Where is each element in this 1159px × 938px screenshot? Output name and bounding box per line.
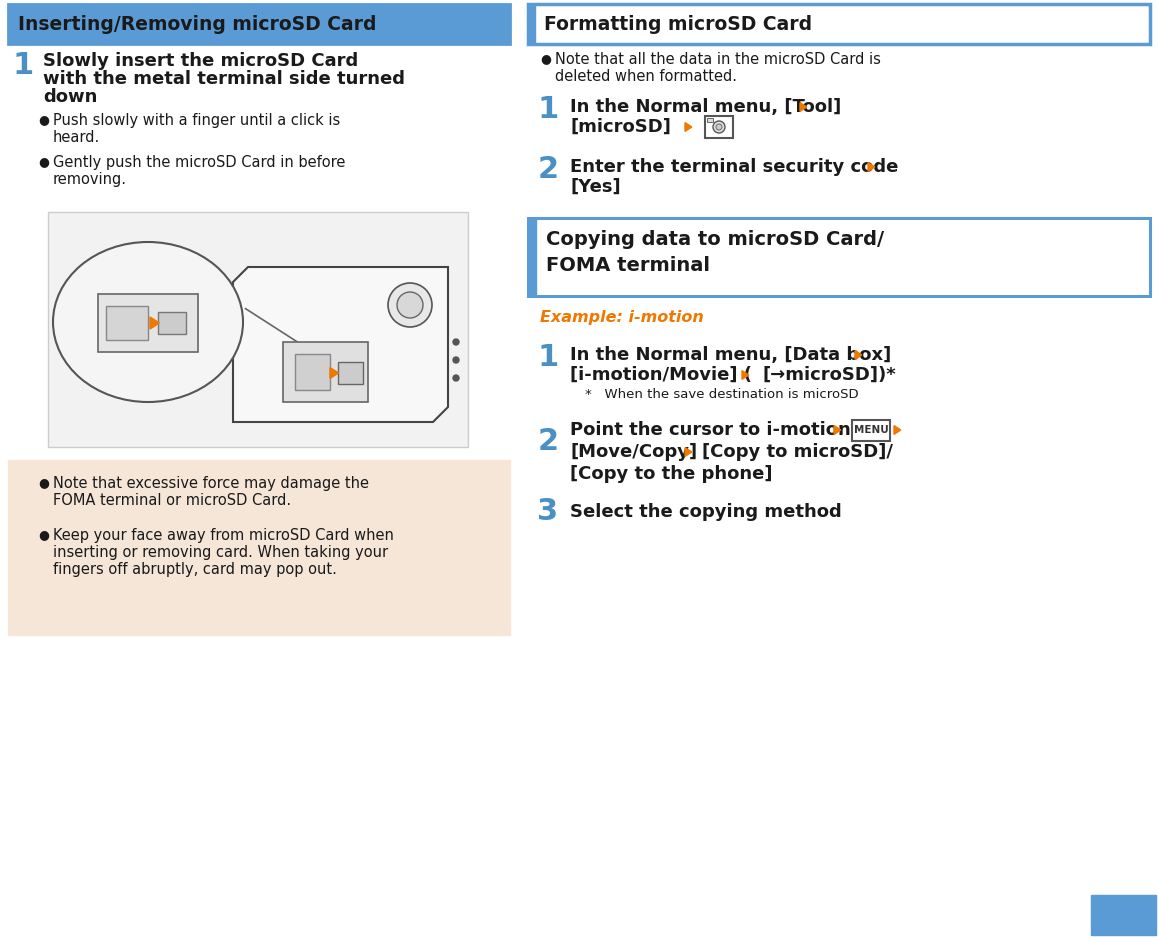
FancyBboxPatch shape xyxy=(529,218,535,296)
Circle shape xyxy=(713,121,726,133)
FancyBboxPatch shape xyxy=(529,218,1150,296)
Polygon shape xyxy=(855,351,862,359)
Text: [Copy to the phone]: [Copy to the phone] xyxy=(570,465,773,483)
Text: Push slowly with a finger until a click is: Push slowly with a finger until a click … xyxy=(53,113,341,128)
Text: deleted when formatted.: deleted when formatted. xyxy=(555,69,737,84)
Text: removing.: removing. xyxy=(53,172,127,187)
Text: 1: 1 xyxy=(538,343,559,372)
Text: Note that excessive force may damage the: Note that excessive force may damage the xyxy=(53,476,369,491)
FancyBboxPatch shape xyxy=(158,312,185,334)
FancyBboxPatch shape xyxy=(338,362,363,384)
Text: ●: ● xyxy=(38,528,49,541)
Circle shape xyxy=(388,283,432,327)
FancyBboxPatch shape xyxy=(529,4,535,44)
Text: Inserting/Removing microSD Card: Inserting/Removing microSD Card xyxy=(19,14,377,34)
FancyBboxPatch shape xyxy=(99,294,198,352)
Polygon shape xyxy=(742,371,749,379)
FancyBboxPatch shape xyxy=(105,306,148,340)
FancyBboxPatch shape xyxy=(707,118,713,122)
Text: 1: 1 xyxy=(538,96,559,125)
Text: In the Normal menu, [Data box]: In the Normal menu, [Data box] xyxy=(570,346,891,364)
Text: In the Normal menu, [Tool]: In the Normal menu, [Tool] xyxy=(570,98,841,116)
Polygon shape xyxy=(685,123,692,131)
Text: FOMA terminal or microSD Card.: FOMA terminal or microSD Card. xyxy=(53,493,291,508)
Polygon shape xyxy=(330,368,338,379)
FancyBboxPatch shape xyxy=(283,342,369,402)
FancyBboxPatch shape xyxy=(705,116,732,138)
FancyBboxPatch shape xyxy=(296,354,330,390)
Text: MENU: MENU xyxy=(854,425,889,435)
Text: Enter the terminal security code: Enter the terminal security code xyxy=(570,158,898,176)
FancyBboxPatch shape xyxy=(8,4,510,44)
Polygon shape xyxy=(834,426,840,434)
Text: Keep your face away from microSD Card when: Keep your face away from microSD Card wh… xyxy=(53,528,394,543)
Text: 2: 2 xyxy=(538,427,559,456)
Text: ●: ● xyxy=(38,155,49,168)
Polygon shape xyxy=(800,102,807,112)
FancyBboxPatch shape xyxy=(529,4,1150,44)
Ellipse shape xyxy=(53,242,243,402)
Text: [→microSD])*: [→microSD])* xyxy=(761,366,896,384)
Text: [Copy to microSD]/: [Copy to microSD]/ xyxy=(702,443,892,461)
FancyBboxPatch shape xyxy=(48,212,468,447)
Text: *   When the save destination is microSD: * When the save destination is microSD xyxy=(585,388,859,401)
Polygon shape xyxy=(868,162,875,172)
Text: Formatting microSD Card: Formatting microSD Card xyxy=(544,14,812,34)
FancyBboxPatch shape xyxy=(8,460,510,635)
Text: 2: 2 xyxy=(538,156,559,185)
Text: 1: 1 xyxy=(13,51,34,80)
Circle shape xyxy=(453,375,459,381)
Text: FOMA terminal: FOMA terminal xyxy=(546,256,710,275)
Circle shape xyxy=(398,292,423,318)
Text: [i-motion/Movie] (: [i-motion/Movie] ( xyxy=(570,366,752,384)
Polygon shape xyxy=(233,267,449,422)
Text: heard.: heard. xyxy=(53,130,100,145)
Text: Slowly insert the microSD Card: Slowly insert the microSD Card xyxy=(43,52,358,70)
FancyBboxPatch shape xyxy=(852,420,890,441)
Text: fingers off abruptly, card may pop out.: fingers off abruptly, card may pop out. xyxy=(53,562,337,577)
Text: [Move/Copy]: [Move/Copy] xyxy=(570,443,697,461)
Polygon shape xyxy=(150,317,159,329)
Text: ●: ● xyxy=(38,113,49,126)
Text: Select the copying method: Select the copying method xyxy=(570,503,841,521)
Text: [Yes]: [Yes] xyxy=(570,178,620,196)
Text: ●: ● xyxy=(540,52,551,65)
Text: down: down xyxy=(43,88,97,106)
Polygon shape xyxy=(894,426,901,434)
Text: with the metal terminal side turned: with the metal terminal side turned xyxy=(43,70,404,88)
Text: Copying data to microSD Card/: Copying data to microSD Card/ xyxy=(546,230,884,249)
FancyBboxPatch shape xyxy=(1091,895,1156,935)
Text: 3: 3 xyxy=(538,496,559,525)
Text: Point the cursor to i-motion: Point the cursor to i-motion xyxy=(570,421,851,439)
Text: Gently push the microSD Card in before: Gently push the microSD Card in before xyxy=(53,155,345,170)
Text: ●: ● xyxy=(38,476,49,489)
Text: Example: i-motion: Example: i-motion xyxy=(540,310,704,325)
Text: [microSD]: [microSD] xyxy=(570,118,671,136)
Circle shape xyxy=(453,339,459,345)
Circle shape xyxy=(453,357,459,363)
Polygon shape xyxy=(685,447,692,457)
Text: Note that all the data in the microSD Card is: Note that all the data in the microSD Ca… xyxy=(555,52,881,67)
Circle shape xyxy=(716,124,722,130)
Text: inserting or removing card. When taking your: inserting or removing card. When taking … xyxy=(53,545,388,560)
